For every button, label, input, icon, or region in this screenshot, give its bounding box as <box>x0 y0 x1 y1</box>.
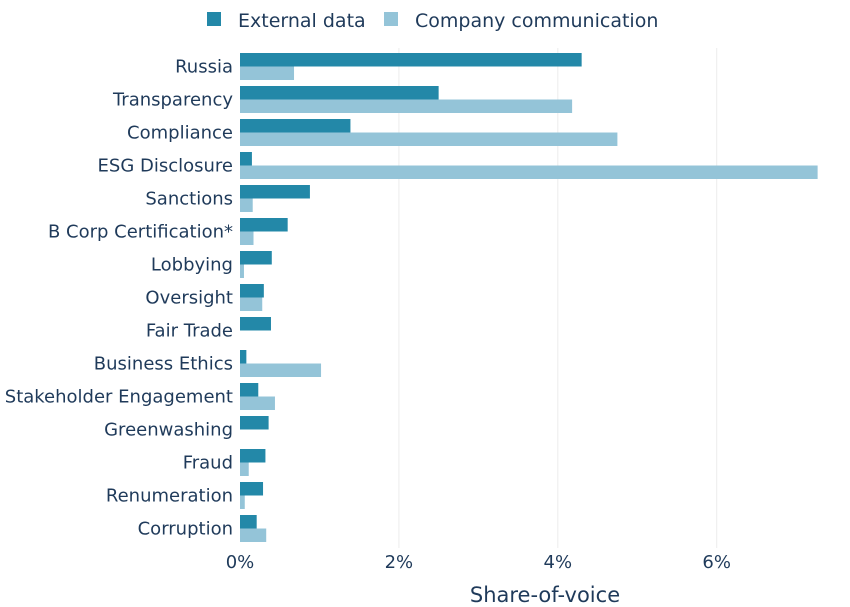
bar-external-data-fair-trade <box>240 317 271 331</box>
category-labels: Russia Transparency Compliance ESG Disclosu… <box>5 57 234 540</box>
bar-external-data-sanctions <box>240 185 310 199</box>
bar-company-communication-corruption <box>240 528 267 542</box>
bar-external-data-business-ethics <box>240 350 247 364</box>
category-label-esg-disclosure: ESG Disclosure <box>98 156 233 177</box>
bar-external-data-greenwashing <box>240 416 269 430</box>
bar-company-communication-fraud <box>240 462 249 476</box>
x-tick-label: 0% <box>226 552 255 573</box>
category-label-business-ethics: Business Ethics <box>94 354 233 375</box>
bar-external-data-renumeration <box>240 482 264 496</box>
category-label-b-corp-certification: B Corp Certification* <box>48 222 233 243</box>
bar-company-communication-business-ethics <box>240 363 322 377</box>
bar-external-data-compliance <box>240 119 351 133</box>
bar-external-data-russia <box>240 53 582 67</box>
bar-company-communication-b-corp-certification <box>240 231 254 245</box>
bar-company-communication-transparency <box>240 99 573 113</box>
category-label-compliance: Compliance <box>127 123 233 144</box>
bar-external-data-esg-disclosure <box>240 152 252 166</box>
bar-external-data-transparency <box>240 86 439 100</box>
bar-external-data-b-corp-certification <box>240 218 288 232</box>
category-label-renumeration: Renumeration <box>106 486 233 507</box>
category-label-corruption: Corruption <box>138 519 233 540</box>
x-tick-label: 2% <box>385 552 414 573</box>
grid-lines <box>398 48 718 548</box>
bars <box>240 53 818 542</box>
legend-label-external-data: External data <box>238 10 366 32</box>
x-tick-label: 4% <box>544 552 573 573</box>
bar-company-communication-esg-disclosure <box>240 165 818 179</box>
category-label-greenwashing: Greenwashing <box>104 420 233 441</box>
category-label-fraud: Fraud <box>183 453 233 474</box>
category-label-oversight: Oversight <box>145 288 233 309</box>
bar-company-communication-renumeration <box>240 495 245 509</box>
legend-label-company-communication: Company communication <box>415 10 658 32</box>
category-label-stakeholder-engagement: Stakeholder Engagement <box>5 387 233 408</box>
x-tick-labels: 0% 2% 4% 6% <box>226 552 731 573</box>
category-label-russia: Russia <box>175 57 233 78</box>
bar-company-communication-russia <box>240 66 295 80</box>
legend-swatch-external-data <box>207 12 221 26</box>
legend: External data Company communication <box>207 10 658 32</box>
bar-company-communication-sanctions <box>240 198 253 212</box>
category-label-fair-trade: Fair Trade <box>146 321 233 342</box>
category-label-sanctions: Sanctions <box>145 189 233 210</box>
bar-external-data-lobbying <box>240 251 272 265</box>
bar-company-communication-oversight <box>240 297 263 311</box>
bar-external-data-oversight <box>240 284 264 298</box>
bar-company-communication-stakeholder-engagement <box>240 396 275 410</box>
bar-external-data-fraud <box>240 449 266 463</box>
category-label-transparency: Transparency <box>112 90 233 111</box>
x-tick-label: 6% <box>702 552 731 573</box>
bar-company-communication-compliance <box>240 132 618 146</box>
bar-company-communication-lobbying <box>240 264 244 278</box>
bar-external-data-corruption <box>240 515 257 529</box>
bar-external-data-stakeholder-engagement <box>240 383 259 397</box>
legend-swatch-company-communication <box>384 12 398 26</box>
x-axis-title: Share-of-voice <box>470 583 620 607</box>
category-label-lobbying: Lobbying <box>151 255 233 276</box>
